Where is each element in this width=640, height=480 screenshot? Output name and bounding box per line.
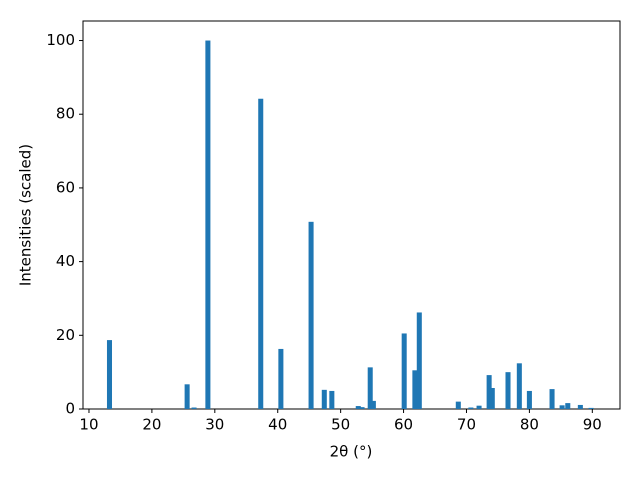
bar [258,98,264,410]
bar [577,404,583,409]
bar [106,340,113,409]
bar [486,375,492,409]
x-axis-label: 2θ (°) [330,443,373,461]
x-tick-label: 30 [205,416,224,434]
x-tick-label: 80 [520,416,539,434]
bar [191,407,197,409]
bar [370,400,376,409]
bar [455,401,461,409]
bar [308,221,314,409]
bar [516,363,522,409]
bar [367,367,373,409]
bar [476,405,482,409]
y-tick-label: 20 [56,326,75,344]
y-tick-label: 60 [56,178,75,196]
plot-frame [82,20,621,410]
bar [401,333,407,409]
bar [412,370,418,409]
y-tick-label: 40 [56,252,75,270]
x-tick-label: 20 [142,416,161,434]
bar [278,348,284,409]
x-tick-label: 40 [268,416,287,434]
x-tick-label: 50 [331,416,350,434]
x-tick-label: 70 [457,416,476,434]
bar [549,389,555,409]
bar [526,390,532,409]
y-axis-label: Intensities (scaled) [17,144,35,286]
bar [205,40,211,410]
x-tick-label: 90 [583,416,602,434]
bar [505,372,511,409]
bar [329,390,335,409]
bar [355,406,361,409]
y-tick-label: 0 [65,400,75,418]
bar [559,405,565,409]
bar [416,312,422,409]
y-tick-label: 100 [46,31,75,49]
bar [588,407,594,409]
bar [468,407,474,409]
bar [489,387,495,409]
bar [359,407,365,409]
bar [565,403,571,409]
y-tick-label: 80 [56,105,75,123]
x-tick-label: 60 [394,416,413,434]
bar [321,389,327,409]
bar [184,384,190,409]
x-tick-label: 10 [79,416,98,434]
